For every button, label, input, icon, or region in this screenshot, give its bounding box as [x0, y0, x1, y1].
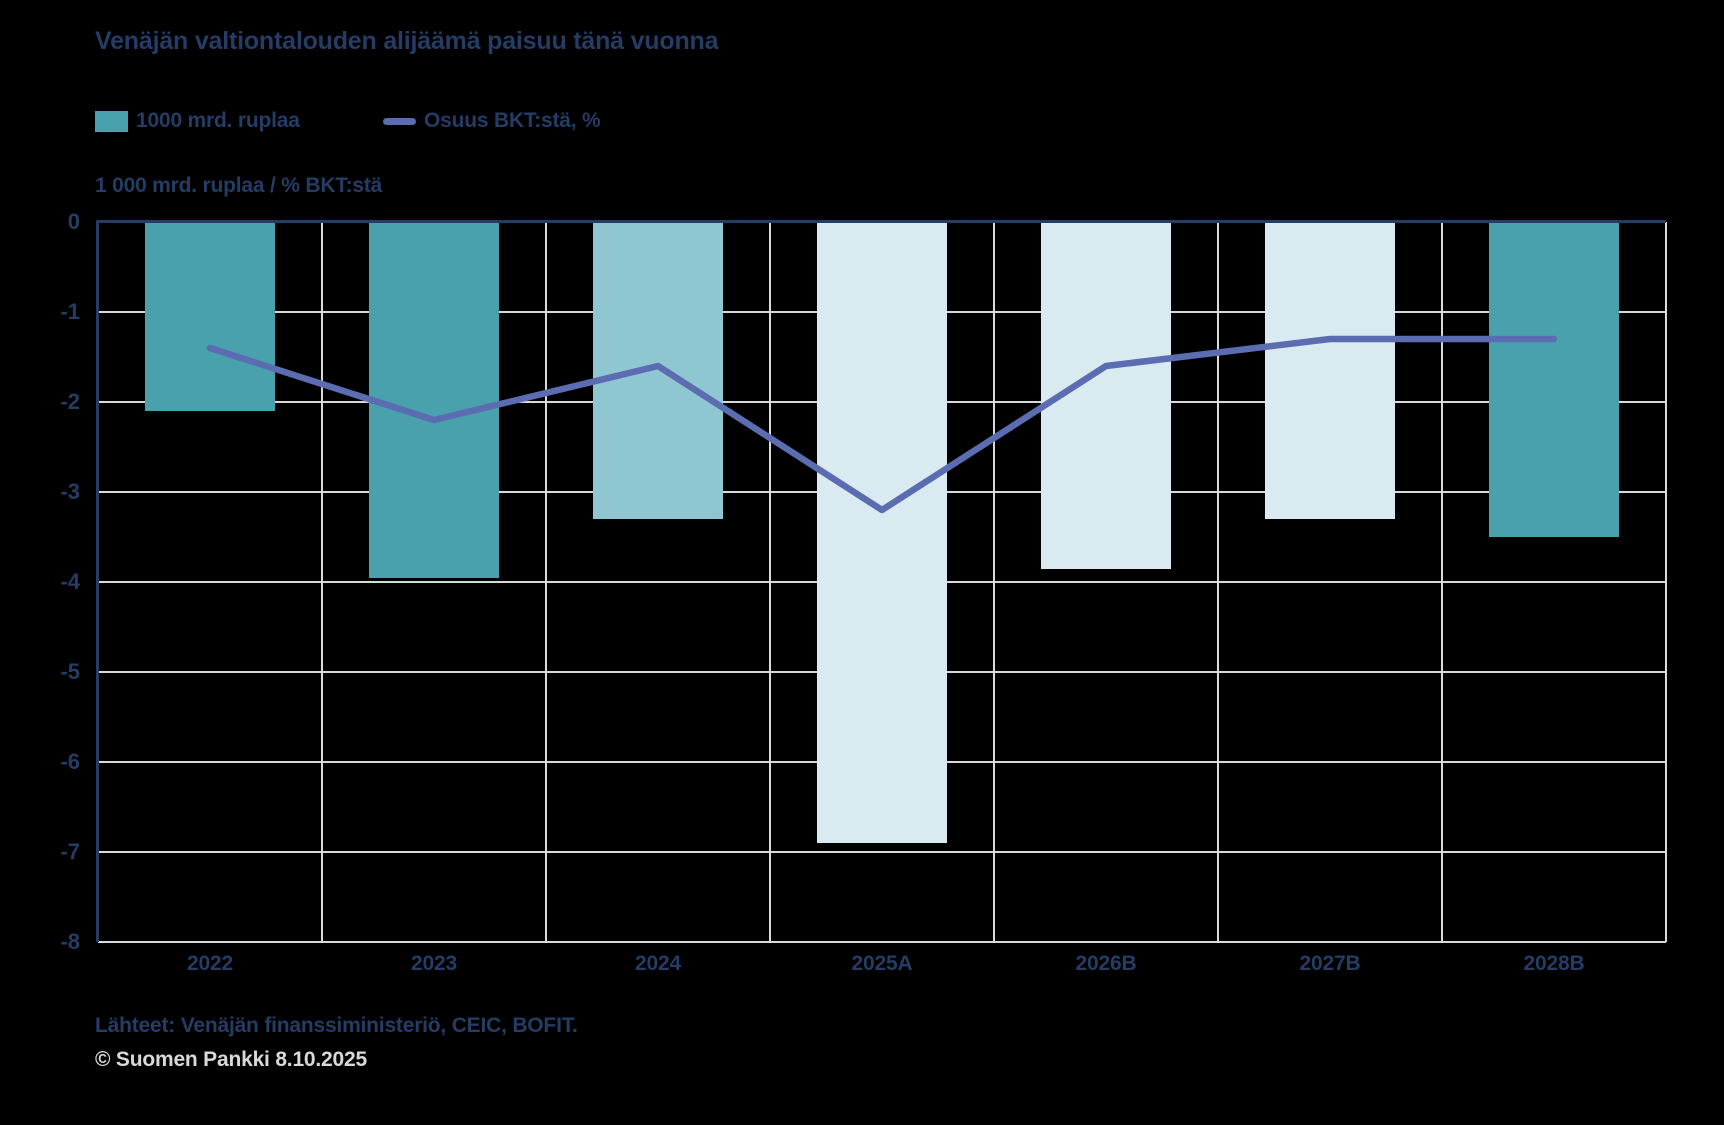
legend-bars-label: 1000 mrd. ruplaa: [136, 109, 300, 132]
legend-item-line: Osuus BKT:stä, %: [383, 106, 601, 136]
gridline-x6: [1441, 222, 1443, 942]
gridline-x7: [1665, 222, 1667, 942]
bar-2022: [145, 222, 275, 411]
gridline-x2: [545, 222, 547, 942]
y-tick-label--8: -8: [60, 929, 80, 954]
bar-2028B: [1489, 222, 1619, 537]
sources-note: Lähteet: Venäjän finanssiministeriö, CEI…: [95, 1014, 578, 1037]
y-tick-label--5: -5: [60, 659, 80, 684]
gridline-x4: [993, 222, 995, 942]
gridline-y-8: [98, 941, 1666, 943]
y-tick-label-0: 0: [67, 209, 80, 234]
gdp-share-polyline: [206, 335, 1558, 514]
legend-item-bars: 1000 mrd. ruplaa: [95, 106, 300, 136]
x-tick-label-2028B: 2028B: [1523, 952, 1585, 975]
bar-2025A: [817, 222, 947, 843]
copyright-note: © Suomen Pankki 8.10.2025: [95, 1048, 367, 1071]
x-tick-label-2024: 2024: [635, 952, 681, 975]
x-tick-label-2022: 2022: [187, 952, 233, 975]
y-tick-label--7: -7: [60, 839, 80, 864]
plot-area: [96, 220, 1667, 943]
gridline-x3: [769, 222, 771, 942]
gridline-x1: [321, 222, 323, 942]
chart-title: Venäjän valtiontalouden alijäämä paisuu …: [95, 27, 719, 55]
y-tick-label--3: -3: [60, 479, 80, 504]
y-tick-label--2: -2: [60, 389, 80, 414]
x-tick-label-2026B: 2026B: [1075, 952, 1137, 975]
gdp-share-line-series: [206, 335, 1558, 514]
legend-line-label: Osuus BKT:stä, %: [424, 109, 601, 132]
x-tick-label-2023: 2023: [411, 952, 457, 975]
line-series-swatch-icon: [383, 117, 416, 125]
y-axis-line: [96, 220, 99, 942]
y-tick-label--4: -4: [60, 569, 80, 594]
bar-2027B: [1265, 222, 1395, 519]
gridline-x5: [1217, 222, 1219, 942]
x-tick-label-2027B: 2027B: [1299, 952, 1361, 975]
gridline-y-7: [98, 851, 1666, 853]
x-axis-zero-line: [98, 220, 1666, 223]
y-axis-title: 1 000 mrd. ruplaa / % BKT:stä: [95, 174, 383, 197]
x-tick-label-2025A: 2025A: [851, 952, 913, 975]
bar-2023: [369, 222, 499, 578]
bar-series-swatch-icon: [95, 110, 128, 132]
bar-2024: [593, 222, 723, 519]
y-tick-label--6: -6: [60, 749, 80, 774]
y-tick-label--1: -1: [60, 299, 80, 324]
